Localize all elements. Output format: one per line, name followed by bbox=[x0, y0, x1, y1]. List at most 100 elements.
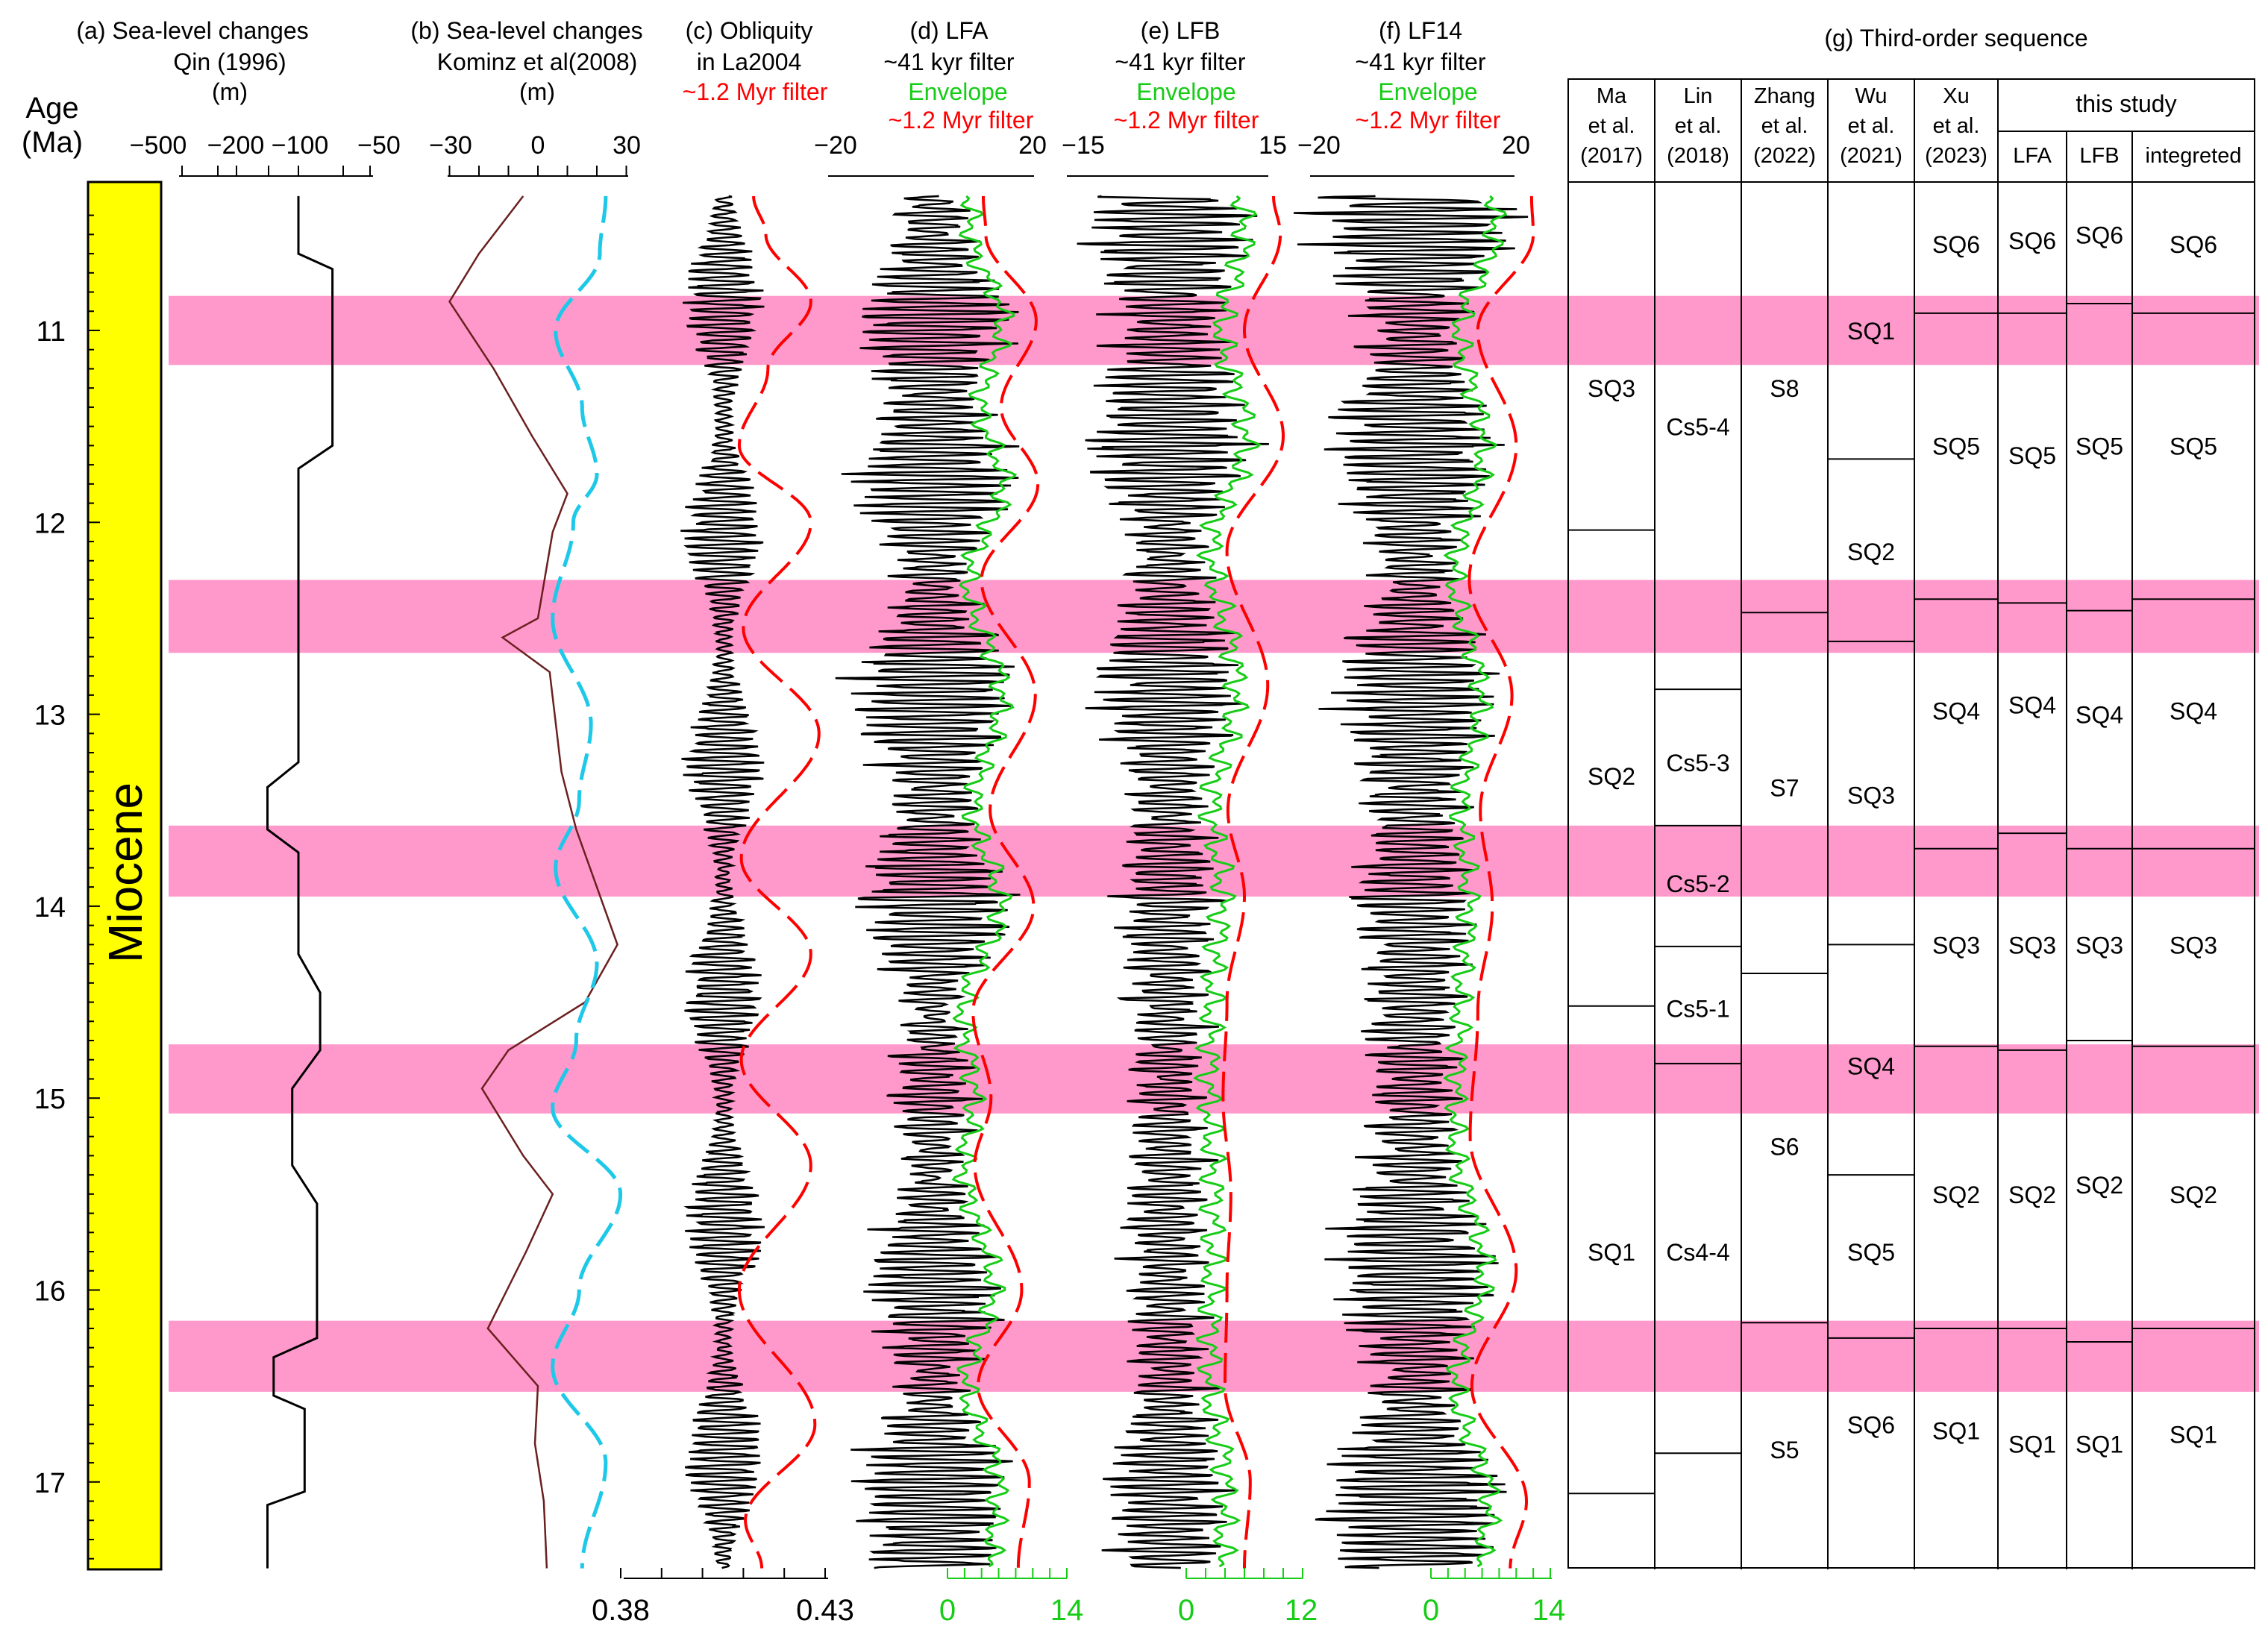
sequence-label: SQ6 bbox=[2170, 231, 2217, 258]
sequence-label: SQ3 bbox=[2076, 932, 2123, 958]
sequence-label: SQ3 bbox=[2170, 932, 2217, 958]
panel-e: (e) LFB ~41 kyr filter Envelope ~1.2 Myr… bbox=[1062, 17, 1318, 1627]
sequence-label: Cs5-3 bbox=[1666, 750, 1729, 776]
epoch-bar bbox=[87, 181, 163, 1571]
sequence-label: Cs4-4 bbox=[1666, 1239, 1729, 1266]
sequence-label: S8 bbox=[1770, 375, 1799, 402]
panel-e-41kyr-wave bbox=[1077, 195, 1269, 1569]
panel-g: (g) Third-order sequence this study Ma et… bbox=[1567, 25, 2255, 1569]
sequence-label: SQ2 bbox=[1588, 763, 1635, 790]
panel-b-ticks bbox=[448, 166, 627, 176]
panel-b-tick-label-2: 0 bbox=[531, 131, 545, 160]
sequence-label: SQ2 bbox=[1847, 539, 1895, 565]
age-ticks: 11 12 13 14 15 16 17 bbox=[34, 214, 100, 1560]
sequence-label: SQ4 bbox=[2076, 702, 2123, 729]
age-axis: Age (Ma) Miocene 11 12 13 14 15 16 17 bbox=[22, 92, 163, 1571]
panel-f-41kyr-wave bbox=[1293, 195, 1529, 1569]
panel-a-ticks bbox=[181, 166, 371, 176]
panel-e-title-3: Envelope bbox=[1136, 78, 1235, 105]
sequence-column-head-2: et al. bbox=[1675, 114, 1722, 138]
panel-c-ticks bbox=[620, 1568, 826, 1578]
panel-d-41kyr-wave bbox=[835, 195, 1021, 1569]
sequence-label: SQ1 bbox=[2076, 1431, 2123, 1457]
panel-f-bottom-label-1: 0 bbox=[1423, 1594, 1439, 1627]
panel-c-filter-curve bbox=[737, 195, 821, 1569]
panel-b-filter-curve bbox=[551, 195, 623, 1569]
sequence-label: SQ1 bbox=[2170, 1421, 2217, 1448]
panel-b-tick-label-3: 30 bbox=[613, 131, 641, 160]
panel-a-title-2: Qin (1996) bbox=[173, 48, 286, 75]
panel-g-title: (g) Third-order sequence bbox=[1824, 25, 2087, 51]
sequence-label: SQ4 bbox=[2170, 697, 2217, 724]
panel-f-bottom-label-2: 14 bbox=[1532, 1594, 1566, 1627]
sequence-label: SQ1 bbox=[1932, 1417, 1980, 1444]
panel-e-filter-curve bbox=[1221, 195, 1285, 1569]
age-tick-label-14: 14 bbox=[34, 892, 66, 923]
sequence-column-head-1: (2017) bbox=[1580, 144, 1643, 168]
sequence-label: Cs5-2 bbox=[1666, 870, 1729, 897]
panel-e-title-2: ~41 kyr filter bbox=[1115, 48, 1246, 75]
panel-d-top-label-2: 20 bbox=[1018, 131, 1047, 160]
panel-f-title-2: ~41 kyr filter bbox=[1355, 48, 1486, 75]
sequence-label: SQ1 bbox=[1847, 318, 1895, 345]
sequence-label: SQ1 bbox=[1588, 1239, 1635, 1266]
sequence-label: S7 bbox=[1770, 774, 1799, 801]
panel-d-ticks bbox=[947, 1568, 1068, 1578]
sequence-column-head-4: et al. bbox=[1848, 114, 1895, 138]
sequence-label: SQ2 bbox=[2170, 1182, 2217, 1208]
sequence-column-head-4: (2021) bbox=[1840, 144, 1902, 168]
age-tick-label-13: 13 bbox=[34, 700, 66, 732]
panel-a-tick-label-4: −50 bbox=[357, 131, 401, 160]
sequence-label: SQ2 bbox=[2008, 1182, 2056, 1208]
panel-c-bottom-label-2: 0.43 bbox=[796, 1594, 854, 1627]
panel-d-envelope bbox=[951, 195, 1018, 1568]
panel-f-top-label-2: 20 bbox=[1502, 131, 1530, 160]
panel-d: (d) LFA ~41 kyr filter Envelope ~1.2 Myr… bbox=[814, 17, 1083, 1627]
panel-e-bottom-label-2: 12 bbox=[1285, 1594, 1318, 1627]
sequence-label: SQ6 bbox=[2008, 228, 2056, 254]
sequence-label: SQ3 bbox=[1932, 932, 1980, 958]
panel-d-title-1: (d) LFA bbox=[910, 17, 989, 44]
sequence-label: S6 bbox=[1770, 1134, 1799, 1161]
panel-e-bottom-label-1: 0 bbox=[1178, 1594, 1194, 1627]
panel-d-filter-curve bbox=[971, 195, 1040, 1569]
sequence-column-head-3: Zhang bbox=[1754, 84, 1815, 108]
sequence-label: SQ3 bbox=[1588, 375, 1635, 402]
sequence-column-head-8: integreted bbox=[2146, 144, 2242, 168]
panel-f-filter-curve bbox=[1467, 195, 1535, 1569]
sequence-label: SQ2 bbox=[1932, 1182, 1980, 1208]
age-tick-label-15: 15 bbox=[34, 1084, 66, 1115]
panel-d-bottom-label-2: 14 bbox=[1050, 1594, 1084, 1627]
sequence-label: SQ3 bbox=[2008, 932, 2056, 958]
this-study-label: this study bbox=[2076, 90, 2176, 117]
sequence-label: Cs5-1 bbox=[1666, 995, 1729, 1022]
panel-a-title-1: (a) Sea-level changes bbox=[76, 17, 308, 44]
panel-f-top-label-1: −20 bbox=[1297, 131, 1341, 160]
panel-f-title-1: (f) LF14 bbox=[1379, 17, 1462, 44]
sequence-label: SQ5 bbox=[2008, 442, 2056, 469]
panel-f: (f) LF14 ~41 kyr filter Envelope ~1.2 My… bbox=[1293, 17, 1566, 1627]
sequence-column-head-6: LFA bbox=[2013, 144, 2052, 168]
sequence-label: SQ6 bbox=[1932, 231, 1980, 258]
panel-d-title-2: ~41 kyr filter bbox=[883, 48, 1015, 75]
sequence-column-head-2: Lin bbox=[1684, 84, 1713, 108]
sequence-label: SQ4 bbox=[1847, 1052, 1895, 1079]
panel-c-title-1: (c) Obliquity bbox=[686, 17, 813, 44]
age-axis-label: Age bbox=[25, 92, 78, 125]
sequence-label: SQ4 bbox=[2008, 692, 2056, 719]
sequence-label: SQ1 bbox=[2008, 1431, 2056, 1457]
sequence-label: S5 bbox=[1770, 1437, 1799, 1463]
panel-a-tick-label-3: −100 bbox=[272, 131, 329, 160]
sequence-label: Cs5-4 bbox=[1666, 414, 1729, 441]
panel-c-bottom-label-1: 0.38 bbox=[592, 1594, 650, 1627]
sequence-column-head-1: et al. bbox=[1588, 114, 1635, 138]
sequence-column-head-1: Ma bbox=[1597, 84, 1627, 108]
panel-f-title-4: ~1.2 Myr filter bbox=[1356, 107, 1501, 134]
panel-f-title-3: Envelope bbox=[1378, 78, 1477, 105]
panel-d-top-label-1: −20 bbox=[814, 131, 857, 160]
sequence-label: SQ6 bbox=[2076, 222, 2123, 248]
panel-c-title-2: in La2004 bbox=[697, 48, 802, 75]
sequence-column-head-3: (2022) bbox=[1753, 144, 1816, 168]
sequence-label: SQ3 bbox=[1847, 782, 1895, 809]
